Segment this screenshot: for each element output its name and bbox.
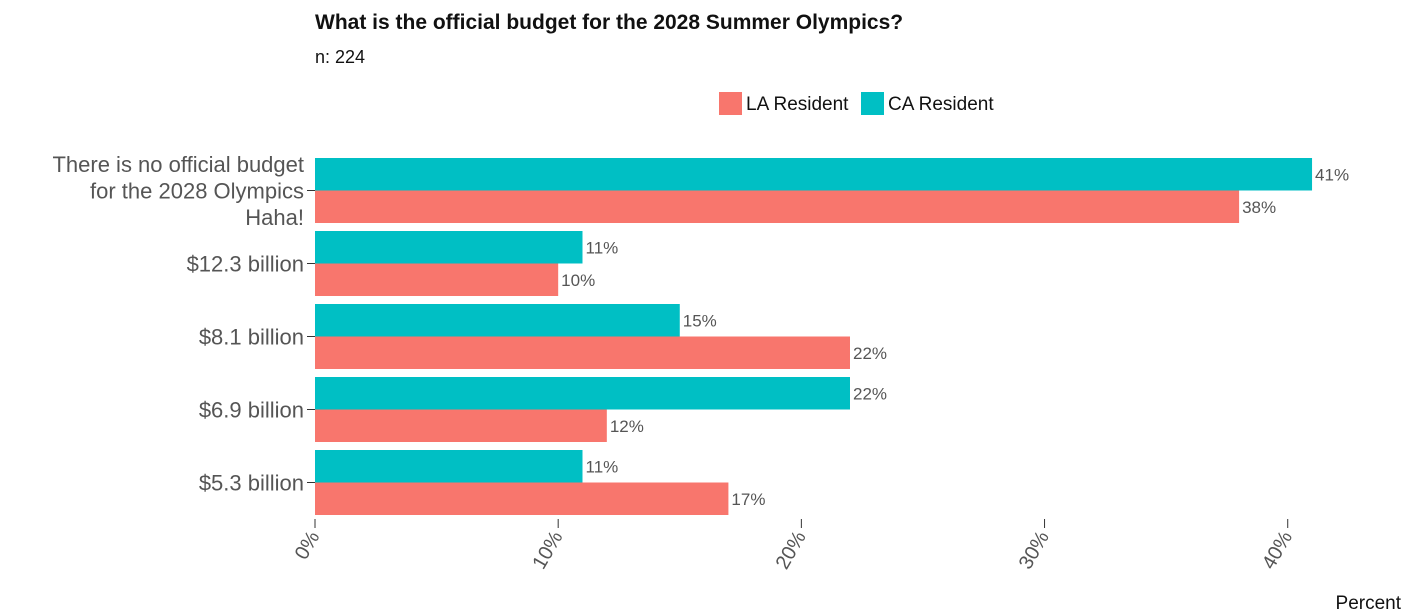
value-label: 11% — [586, 457, 619, 476]
bar-la-resident — [315, 409, 607, 442]
x-tick-label: 0% — [291, 527, 325, 563]
value-label: 41% — [1315, 165, 1349, 184]
bar-ca-resident — [315, 231, 583, 264]
plot-area: 41% 38% There is no official budget for the… — [52, 152, 1349, 573]
category-label: $6.9 billion — [199, 398, 304, 423]
value-label: 22% — [853, 344, 887, 363]
value-label: 10% — [561, 271, 595, 290]
x-tick-label: 30% — [1015, 527, 1054, 573]
bar-ca-resident — [315, 304, 680, 337]
bar-ca-resident — [315, 450, 583, 483]
x-tick-label: 20% — [772, 527, 811, 573]
chart-subtitle: n: 224 — [315, 47, 365, 67]
value-label: 17% — [731, 490, 765, 509]
x-axis-title: Percent — [1336, 593, 1402, 614]
x-tick-label: 40% — [1258, 527, 1297, 573]
value-label: 22% — [853, 384, 887, 403]
category-label: $5.3 billion — [199, 471, 304, 496]
chart-title: What is the official budget for the 2028… — [315, 11, 903, 34]
category-label: There is no official budget for the 2028 … — [52, 152, 304, 230]
legend-swatch-ca-resident — [861, 92, 884, 115]
value-label: 38% — [1242, 198, 1276, 217]
category-label: $12.3 billion — [187, 252, 304, 277]
legend-swatch-la-resident — [719, 92, 742, 115]
bar-la-resident — [315, 482, 729, 515]
bar-la-resident — [315, 263, 559, 296]
bar-ca-resident — [315, 377, 850, 410]
bar-la-resident — [315, 336, 850, 369]
category-label: $8.1 billion — [199, 325, 304, 350]
value-label: 15% — [683, 311, 717, 330]
legend-label: CA Resident — [888, 94, 994, 115]
value-label: 11% — [586, 238, 619, 257]
legend: LA Resident CA Resident — [719, 92, 994, 115]
bar-la-resident — [315, 190, 1240, 223]
x-tick-label: 10% — [528, 527, 567, 573]
bar-ca-resident — [315, 158, 1313, 191]
legend-label: LA Resident — [746, 94, 849, 115]
value-label: 12% — [610, 417, 644, 436]
